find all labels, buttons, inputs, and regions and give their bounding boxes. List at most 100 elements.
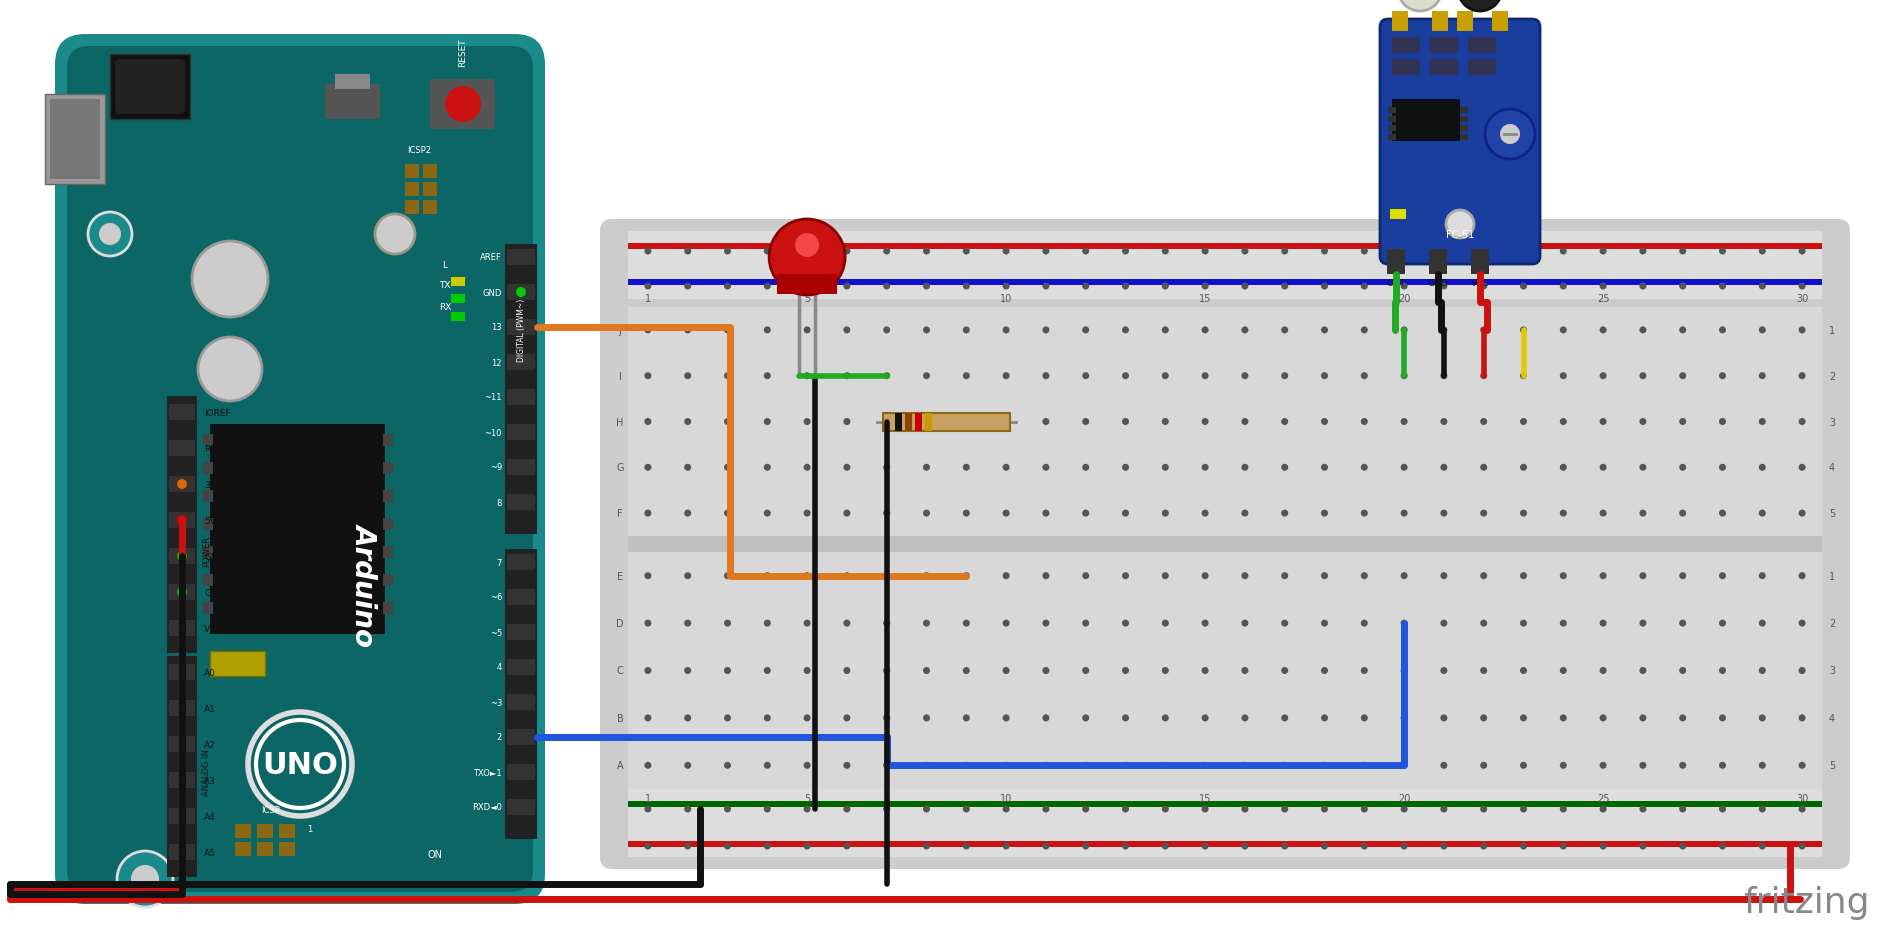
Circle shape: [1201, 327, 1208, 334]
Circle shape: [844, 762, 850, 769]
Text: 13: 13: [491, 323, 503, 332]
Circle shape: [1201, 620, 1208, 627]
Circle shape: [645, 715, 651, 721]
Circle shape: [1559, 805, 1567, 813]
FancyBboxPatch shape: [116, 59, 186, 115]
Circle shape: [1320, 843, 1328, 850]
Circle shape: [844, 843, 850, 850]
Circle shape: [1360, 283, 1368, 290]
Text: 1: 1: [645, 294, 651, 304]
Circle shape: [1719, 762, 1726, 769]
Text: GND: GND: [482, 288, 503, 297]
Circle shape: [1446, 211, 1474, 239]
Circle shape: [1459, 0, 1502, 12]
Circle shape: [924, 620, 930, 627]
Circle shape: [1241, 715, 1248, 721]
Circle shape: [1759, 418, 1766, 426]
Circle shape: [685, 843, 691, 850]
Circle shape: [924, 418, 930, 426]
Circle shape: [764, 843, 770, 850]
Circle shape: [1719, 667, 1726, 674]
Circle shape: [804, 573, 810, 580]
Circle shape: [1759, 715, 1766, 721]
Bar: [167, 656, 197, 877]
Circle shape: [884, 762, 890, 769]
Circle shape: [176, 515, 188, 526]
Bar: [1392, 59, 1421, 76]
Circle shape: [725, 373, 730, 379]
Bar: [169, 736, 195, 752]
Bar: [1461, 117, 1468, 123]
Text: D: D: [617, 618, 624, 629]
Circle shape: [1320, 283, 1328, 290]
Bar: [169, 700, 195, 716]
Circle shape: [844, 327, 850, 334]
Circle shape: [1004, 667, 1009, 674]
Circle shape: [1679, 418, 1686, 426]
Circle shape: [1280, 283, 1288, 290]
Circle shape: [131, 865, 159, 893]
Circle shape: [725, 283, 730, 290]
Circle shape: [1559, 248, 1567, 255]
Circle shape: [1440, 715, 1447, 721]
Text: C: C: [617, 666, 624, 676]
Bar: [1387, 250, 1406, 275]
Bar: [628, 308, 1821, 536]
Circle shape: [1161, 373, 1169, 379]
Bar: [1389, 135, 1396, 141]
Text: ~9: ~9: [489, 463, 503, 472]
Circle shape: [1360, 805, 1368, 813]
Bar: [506, 729, 535, 745]
Text: 25: 25: [1597, 793, 1609, 803]
Circle shape: [1280, 573, 1288, 580]
Circle shape: [1201, 464, 1208, 471]
Circle shape: [1719, 573, 1726, 580]
Text: 5V: 5V: [205, 516, 216, 525]
Text: ~6: ~6: [489, 593, 503, 602]
Circle shape: [1440, 373, 1447, 379]
Circle shape: [1004, 283, 1009, 290]
Circle shape: [685, 283, 691, 290]
Text: 3: 3: [1829, 666, 1834, 676]
Circle shape: [1360, 327, 1368, 334]
Circle shape: [884, 573, 890, 580]
Bar: [628, 232, 1821, 299]
Circle shape: [1280, 843, 1288, 850]
Circle shape: [685, 418, 691, 426]
Text: ~10: ~10: [484, 428, 503, 437]
Circle shape: [764, 715, 770, 721]
Circle shape: [884, 373, 890, 379]
Circle shape: [1519, 418, 1527, 426]
Circle shape: [1485, 110, 1535, 160]
Circle shape: [768, 220, 844, 295]
Circle shape: [1360, 373, 1368, 379]
Bar: [169, 808, 195, 824]
Circle shape: [1719, 715, 1726, 721]
Circle shape: [1559, 283, 1567, 290]
Circle shape: [1081, 715, 1089, 721]
Circle shape: [764, 620, 770, 627]
Circle shape: [1241, 373, 1248, 379]
Circle shape: [118, 851, 173, 907]
Circle shape: [1360, 843, 1368, 850]
Circle shape: [964, 510, 969, 517]
Text: 5: 5: [804, 793, 810, 803]
Text: AREF: AREF: [480, 253, 503, 262]
Circle shape: [764, 762, 770, 769]
Circle shape: [1559, 373, 1567, 379]
Circle shape: [1161, 418, 1169, 426]
Text: OUT: OUT: [1387, 278, 1406, 288]
Circle shape: [1719, 248, 1726, 255]
Circle shape: [1519, 805, 1527, 813]
Circle shape: [1639, 573, 1647, 580]
Text: L: L: [442, 261, 448, 269]
Circle shape: [1759, 573, 1766, 580]
Circle shape: [1759, 620, 1766, 627]
Circle shape: [1241, 805, 1248, 813]
Circle shape: [685, 248, 691, 255]
Circle shape: [1759, 373, 1766, 379]
Bar: [1461, 108, 1468, 114]
Circle shape: [1501, 125, 1519, 144]
Circle shape: [1480, 620, 1487, 627]
Circle shape: [844, 283, 850, 290]
